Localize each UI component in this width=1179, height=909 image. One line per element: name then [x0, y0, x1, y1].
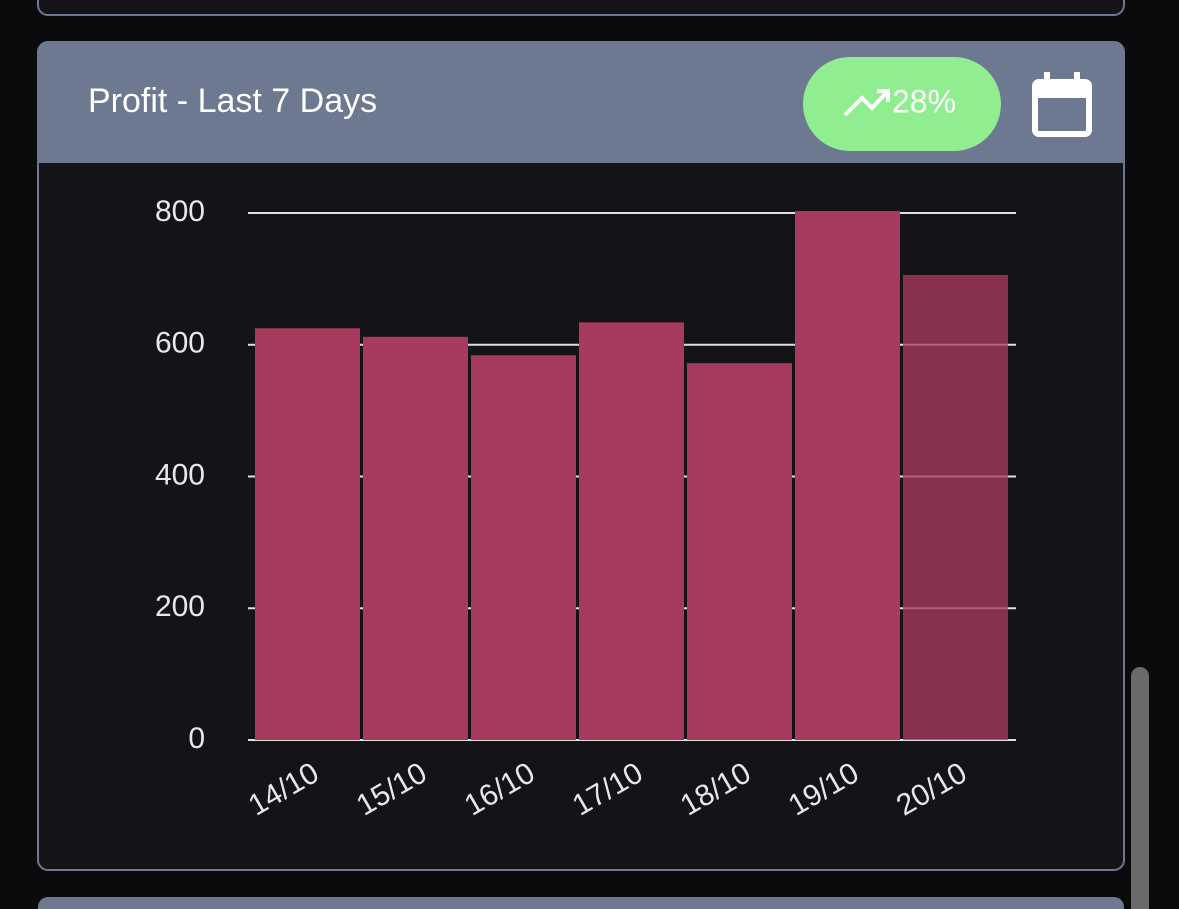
- bar: [903, 274, 1008, 740]
- trend-value: 28%: [892, 83, 956, 119]
- bar: [687, 363, 792, 740]
- y-tick-label: 800: [155, 195, 205, 228]
- bar: [363, 336, 468, 740]
- y-tick-label: 400: [155, 458, 205, 491]
- next-card: [38, 897, 1124, 909]
- y-tick-label: 0: [188, 722, 205, 755]
- card-title: Profit - Last 7 Days: [88, 82, 377, 120]
- bar: [795, 211, 900, 740]
- previous-card: [37, 0, 1125, 16]
- bar: [471, 355, 576, 740]
- y-tick-label: 600: [155, 327, 205, 360]
- trend-icon-arrow: [877, 89, 890, 102]
- trend-badge[interactable]: [803, 57, 1001, 151]
- scrollbar[interactable]: [1131, 667, 1149, 909]
- calendar-top: [1035, 82, 1089, 98]
- calendar-ring: [1074, 72, 1080, 84]
- bar: [255, 328, 360, 740]
- calendar-ring: [1044, 72, 1050, 84]
- trend-icon: [843, 90, 889, 117]
- bar: [579, 322, 684, 740]
- y-tick-label: 200: [155, 590, 205, 623]
- calendar-icon[interactable]: [1032, 72, 1092, 137]
